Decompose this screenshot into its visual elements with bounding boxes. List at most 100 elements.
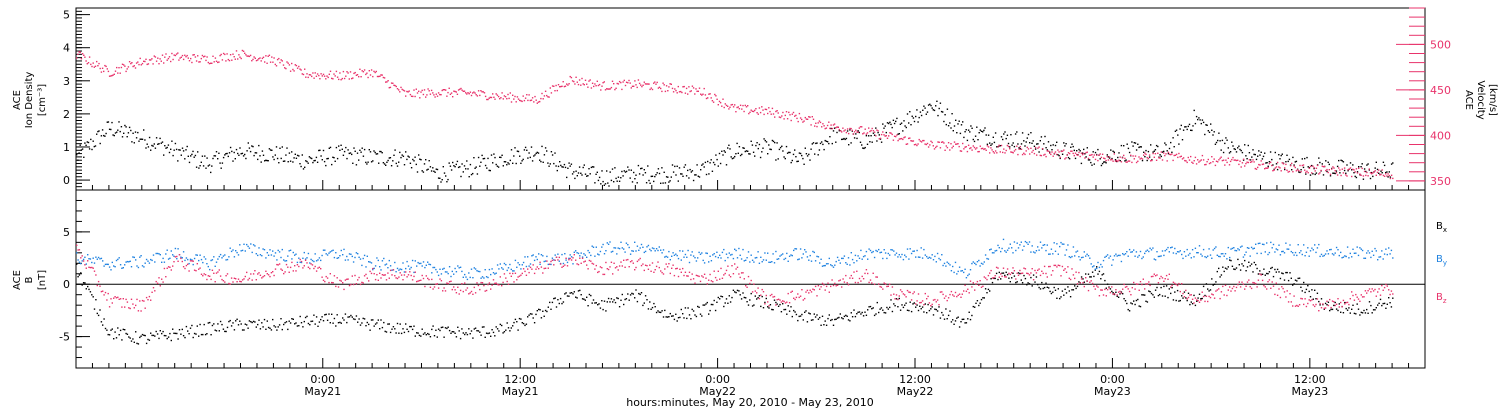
bx-point [934,308,936,310]
by-point [413,271,415,274]
velocity-point [596,80,598,82]
by-point [1329,249,1331,251]
bz-point [1017,274,1020,276]
density-point [1301,158,1303,160]
bx-point [565,292,567,294]
by-point [516,266,518,268]
bz-point [203,273,205,275]
velocity-point [446,95,448,97]
velocity-point [1058,151,1060,153]
bx-point [477,330,480,332]
by-point [794,248,796,250]
bx-point [864,311,866,313]
velocity-point [240,57,242,60]
by-point [110,269,112,271]
density-point [1212,134,1214,136]
bx-point [1337,309,1339,312]
by-point [125,261,127,263]
velocity-point [393,84,395,86]
by-point [1182,257,1184,260]
velocity-point [131,62,133,64]
density-point [1255,158,1258,161]
density-point [643,169,645,171]
density-point [459,166,461,168]
bx-point [886,306,888,309]
velocity-point [1152,152,1154,155]
density-point [850,142,852,144]
velocity-point [233,56,235,58]
velocity-point [432,92,434,94]
bz-point [613,262,615,264]
by-point [352,261,355,263]
bx-point [340,322,342,324]
bx-point [162,330,164,333]
density-point [909,111,911,113]
velocity-point [712,101,715,103]
density-point [473,157,475,159]
velocity-point [677,85,679,88]
velocity-point [93,66,95,68]
density-point [134,131,137,133]
velocity-point [606,88,608,90]
by-point [963,271,965,274]
density-point [1126,143,1128,145]
by-point [224,254,226,256]
bx-point [919,305,921,307]
bx-point [246,324,248,326]
density-point [888,122,890,125]
bz-point [235,278,237,280]
velocity-point [1272,170,1274,172]
density-point [1078,148,1080,151]
bx-point [889,306,891,309]
bz-point [498,284,500,286]
velocity-point [600,89,602,91]
by-point [362,257,364,260]
by-point [871,251,873,254]
bz-point [967,288,969,290]
velocity-point [1107,159,1110,161]
bz-point [893,293,895,295]
velocity-point [472,92,474,94]
bz-point [971,286,973,288]
bx-point [535,313,537,316]
b-tick-label: 0 [63,278,70,291]
bx-point [1248,261,1250,263]
bz-point [458,293,460,295]
velocity-point [133,65,135,67]
velocity-point [794,115,796,117]
bx-point [994,277,996,280]
velocity-point [1315,167,1318,169]
by-point [1337,249,1339,251]
bz-point [1013,270,1016,272]
by-point [267,254,270,256]
bx-point [597,304,599,306]
density-point [235,148,238,151]
bx-point [444,327,447,329]
by-point [1382,258,1384,260]
by-point [1290,250,1292,253]
by-point [761,261,763,263]
by-point [906,248,909,250]
bx-point [350,314,352,317]
density-point [338,145,340,147]
density-point [641,167,643,169]
velocity-point [687,93,689,95]
by-point [1297,244,1299,246]
density-point [772,140,775,143]
bx-point [647,308,650,310]
by-point [117,258,119,261]
velocity-point [575,76,577,78]
density-point [1157,145,1159,148]
bx-point [906,309,909,311]
bz-point [580,262,582,264]
bx-point [181,328,183,331]
density-point [119,130,121,133]
bx-point [555,306,558,308]
velocity-point [493,96,495,98]
bx-point [413,325,415,327]
velocity-point [454,90,456,93]
bx-point [890,299,892,301]
velocity-point [392,82,394,84]
density-point [993,141,996,144]
bx-point [1164,295,1166,297]
